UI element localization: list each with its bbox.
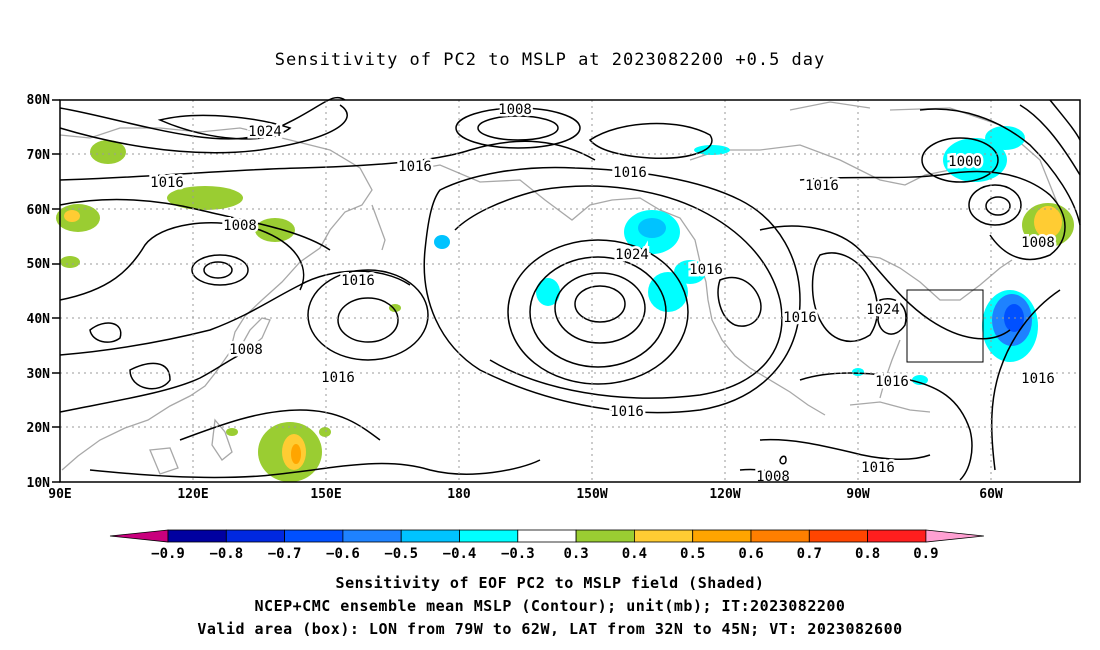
colorbar-label: −0.4 (443, 546, 477, 562)
contour-label: 1016 (613, 165, 647, 181)
coastlines (59, 101, 1061, 475)
lat-label: 50N (27, 257, 51, 272)
colorbar-label: 0.9 (913, 546, 938, 562)
lat-label: 70N (27, 148, 51, 163)
map-frame (59, 99, 1081, 483)
colorbar-label: 0.8 (855, 546, 880, 562)
contour-label: 1016 (805, 178, 839, 194)
contour-label: 1008 (223, 218, 257, 234)
lat-label: 20N (27, 421, 51, 436)
latitude-labels: 80N 70N 60N 50N 40N 30N 20N 10N (27, 93, 51, 491)
lon-label: 180 (447, 487, 471, 502)
colorbar-swatch (517, 529, 577, 543)
caption-line-2: NCEP+CMC ensemble mean MSLP (Contour); u… (254, 597, 846, 615)
contour-labels: 1008 1024 1016 1016 1016 1016 1000 1008 … (148, 100, 1058, 488)
colorbar-swatch (342, 529, 402, 543)
colorbar-swatch (750, 529, 810, 543)
colorbar-label: 0.6 (738, 546, 763, 562)
contour-label: 1016 (398, 159, 432, 175)
colorbar-label: −0.8 (209, 546, 243, 562)
contour-label: 1016 (689, 262, 723, 278)
contour-label: 1016 (150, 175, 184, 191)
longitude-labels: 90E 120E 150E 180 150W 120W 90W 60W (48, 487, 1003, 502)
lat-label: 10N (27, 476, 51, 491)
lat-label: 60N (27, 203, 51, 218)
contour-label: 1008 (229, 342, 263, 358)
colorbar-swatch (400, 529, 460, 543)
colorbar-label: −0.3 (501, 546, 535, 562)
lat-label: 80N (27, 93, 51, 108)
contour-label: 1008 (1021, 235, 1055, 251)
colorbar-swatch (225, 529, 286, 543)
grid-lines (60, 100, 1080, 482)
colorbar (109, 529, 984, 543)
colorbar-label: 0.7 (797, 546, 822, 562)
lon-label: 150E (310, 487, 341, 502)
lat-label: 30N (27, 367, 51, 382)
valid-area-box (906, 289, 984, 363)
contour-label: 1016 (341, 273, 375, 289)
sensitivity-shading (56, 126, 1074, 482)
caption-line-1: Sensitivity of EOF PC2 to MSLP field (Sh… (335, 574, 765, 592)
contour-label: 1016 (321, 370, 355, 386)
lat-label: 40N (27, 312, 51, 327)
colorbar-swatch (284, 529, 344, 543)
mslp-contours (59, 96, 1081, 481)
lon-label: 90E (48, 487, 71, 502)
colorbar-label: −0.7 (268, 546, 302, 562)
latitude-ticks (52, 99, 60, 483)
colorbar-swatch (167, 529, 227, 543)
lon-label: 90W (846, 487, 870, 502)
colorbar-arrow-low (109, 529, 169, 543)
colorbar-labels: −0.9 −0.8 −0.7 −0.6 −0.5 −0.4 −0.3 0.3 0.4 0.5 0.6… (151, 546, 938, 562)
contour-label: 1016 (610, 404, 644, 420)
colorbar-label: 0.4 (622, 546, 647, 562)
contour-label: 1016 (861, 460, 895, 476)
lon-label: 60W (979, 487, 1003, 502)
contour-label: 1024 (248, 124, 282, 140)
colorbar-swatch (692, 529, 752, 543)
lon-label: 120E (177, 487, 208, 502)
lon-label: 120W (709, 487, 740, 502)
contour-label: 1016 (783, 310, 817, 326)
colorbar-arrow-high (925, 529, 984, 543)
colorbar-label: −0.6 (326, 546, 360, 562)
colorbar-swatch (867, 529, 927, 543)
contour-label: 1016 (1021, 371, 1055, 387)
contour-label: 1024 (615, 247, 649, 263)
colorbar-label: −0.9 (151, 546, 185, 562)
colorbar-label: 0.3 (563, 546, 588, 562)
chart-title: Sensitivity of PC2 to MSLP at 2023082200… (274, 50, 826, 70)
colorbar-swatch (808, 529, 868, 543)
contour-label: 1024 (866, 302, 900, 318)
colorbar-swatch (459, 529, 519, 543)
contour-label: 1008 (498, 102, 532, 118)
lon-label: 150W (576, 487, 607, 502)
colorbar-swatch (575, 529, 635, 543)
colorbar-label: −0.5 (384, 546, 418, 562)
contour-label: 1000 (948, 154, 982, 170)
colorbar-swatch (634, 529, 694, 543)
colorbar-label: 0.5 (680, 546, 705, 562)
caption-line-3: Valid area (box): LON from 79W to 62W, L… (197, 620, 903, 638)
contour-label: 1016 (875, 374, 909, 390)
